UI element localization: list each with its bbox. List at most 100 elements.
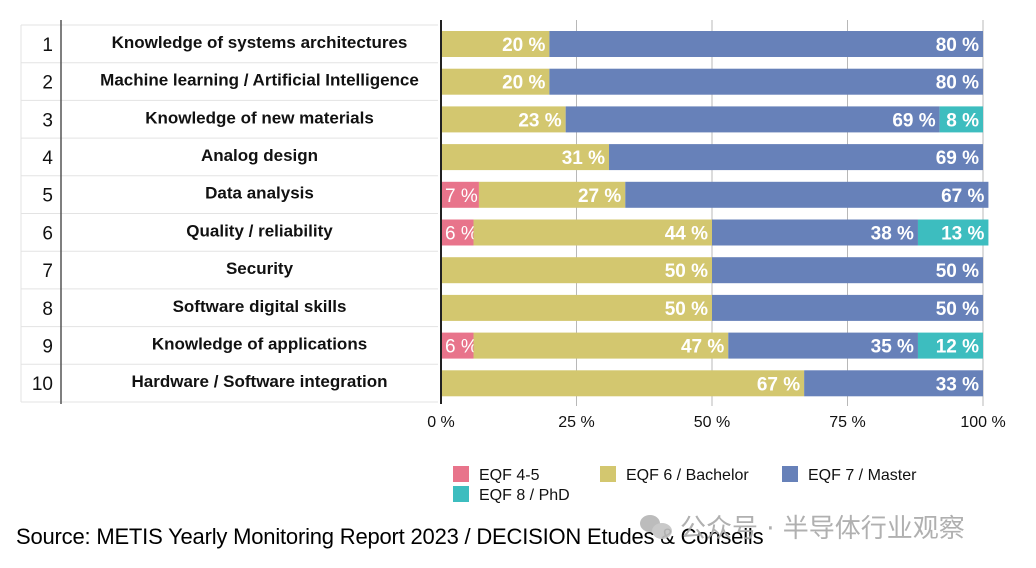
bar-segment (712, 219, 918, 246)
bar-segment (804, 370, 983, 397)
bar-value-label: 6 % (445, 337, 478, 358)
x-tick-label: 25 % (558, 414, 594, 431)
legend-swatch (782, 466, 798, 482)
wechat-icon (640, 513, 674, 541)
bar-row: 67 % 33 % (441, 370, 983, 397)
rank-number: 9 (42, 336, 53, 357)
bar-value-label: 20 % (502, 35, 545, 56)
bar-value-label: 67 % (757, 374, 800, 395)
category-label: Analog design (201, 146, 318, 165)
category-label: Software digital skills (173, 297, 347, 316)
bar-value-label: 20 % (502, 73, 545, 94)
rank-number: 7 (42, 261, 53, 282)
bar-value-label: 8 % (946, 110, 979, 131)
x-tick-label: 50 % (694, 414, 730, 431)
bar-value-label: 80 % (936, 35, 979, 56)
legend-item: EQF 6 / Bachelor (600, 466, 749, 484)
legend-item: EQF 4-5 (453, 466, 540, 484)
bar-segment (917, 332, 983, 359)
bar-segment (939, 106, 983, 133)
category-label: Machine learning / Artificial Intelligen… (100, 71, 419, 90)
bar-value-label: 67 % (941, 186, 984, 207)
bars: 20 % 80 % 20 % 80 % 23 % 69 % 8 % 31 % 69 % 7 % 27… (441, 31, 989, 397)
rank-number: 4 (42, 148, 53, 169)
source-caption: Source: METIS Yearly Monitoring Report 2… (16, 524, 764, 549)
category-label: Knowledge of systems architectures (112, 33, 408, 52)
bar-value-label: 38 % (871, 224, 914, 245)
bar-row: 7 % 27 % 67 % (441, 181, 989, 208)
bar-value-label: 23 % (518, 110, 561, 131)
bar-segment (549, 68, 983, 95)
rank-number: 8 (42, 299, 53, 320)
bar-segment (441, 144, 610, 171)
bar-segment (441, 181, 479, 208)
x-tick-label: 75 % (829, 414, 865, 431)
bar-segment (473, 219, 712, 246)
x-tick-label: 100 % (960, 414, 1005, 431)
bar-segment (478, 181, 626, 208)
legend-label: EQF 4-5 (479, 467, 540, 484)
bar-value-label: 13 % (941, 224, 984, 245)
bar-row: 6 % 44 % 38 % 13 % (441, 219, 989, 246)
bar-segment (441, 68, 550, 95)
legend-swatch (453, 466, 469, 482)
bar-row: 50 % 50 % (441, 294, 983, 321)
category-label: Quality / reliability (186, 221, 333, 240)
bar-value-label: 80 % (936, 73, 979, 94)
bar-value-label: 50 % (665, 299, 708, 320)
bar-segment (917, 219, 989, 246)
bar-row: 20 % 80 % (441, 31, 983, 57)
legend-label: EQF 8 / PhD (479, 487, 570, 504)
legend-label: EQF 6 / Bachelor (626, 467, 749, 484)
rank-number: 6 (42, 223, 53, 244)
legend: EQF 4-5 EQF 6 / Bachelor EQF 7 / Master EQF… (453, 466, 917, 504)
bar-row: 23 % 69 % 8 % (441, 106, 983, 133)
bar-row: 50 % 50 % (441, 257, 983, 284)
legend-item: EQF 7 / Master (782, 466, 917, 484)
bar-segment (565, 106, 940, 133)
category-label: Data analysis (205, 184, 314, 203)
bar-value-label: 50 % (936, 261, 979, 282)
bar-segment (712, 294, 983, 321)
bar-value-label: 27 % (578, 186, 621, 207)
watermark-text: 公众号 · 半导体行业观察 (680, 514, 965, 544)
bar-segment (441, 332, 474, 359)
bar-value-label: 50 % (665, 261, 708, 282)
bar-row: 31 % 69 % (441, 144, 983, 171)
bar-value-label: 7 % (445, 186, 478, 207)
category-label: Knowledge of new materials (145, 108, 374, 127)
legend-item: EQF 8 / PhD (453, 486, 570, 504)
category-label: Knowledge of applications (152, 334, 367, 353)
legend-swatch (453, 486, 469, 502)
category-table: 1 Knowledge of systems architectures 2 Mach… (20, 20, 438, 404)
bar-row: 20 % 80 % (441, 68, 983, 95)
bar-segment (625, 181, 989, 208)
category-label: Security (226, 259, 294, 278)
bar-value-label: 50 % (936, 299, 979, 320)
rank-number: 5 (42, 186, 53, 207)
bar-segment (609, 144, 983, 171)
bar-value-label: 44 % (665, 224, 708, 245)
legend-label: EQF 7 / Master (808, 467, 917, 484)
bar-value-label: 69 % (892, 110, 935, 131)
bar-segment (441, 31, 550, 57)
bar-value-label: 31 % (562, 148, 605, 169)
bar-value-label: 6 % (445, 224, 478, 245)
rank-number: 1 (42, 35, 53, 56)
bar-value-label: 12 % (936, 337, 979, 358)
rank-number: 10 (32, 374, 53, 395)
bar-value-label: 69 % (936, 148, 979, 169)
bar-segment (441, 219, 474, 246)
bar-segment (473, 332, 729, 359)
rank-number: 2 (42, 73, 53, 94)
category-label: Hardware / Software integration (132, 372, 388, 391)
bar-segment (712, 257, 983, 284)
x-axis: 0 % 25 % 50 % 75 % 100 % (427, 20, 1006, 431)
bar-segment (441, 370, 805, 397)
bar-value-label: 47 % (681, 337, 724, 358)
bar-value-label: 35 % (871, 337, 914, 358)
watermark: 公众号 · 半导体行业观察 (640, 508, 965, 545)
x-tick-label: 0 % (427, 414, 455, 431)
bar-segment (441, 257, 712, 284)
